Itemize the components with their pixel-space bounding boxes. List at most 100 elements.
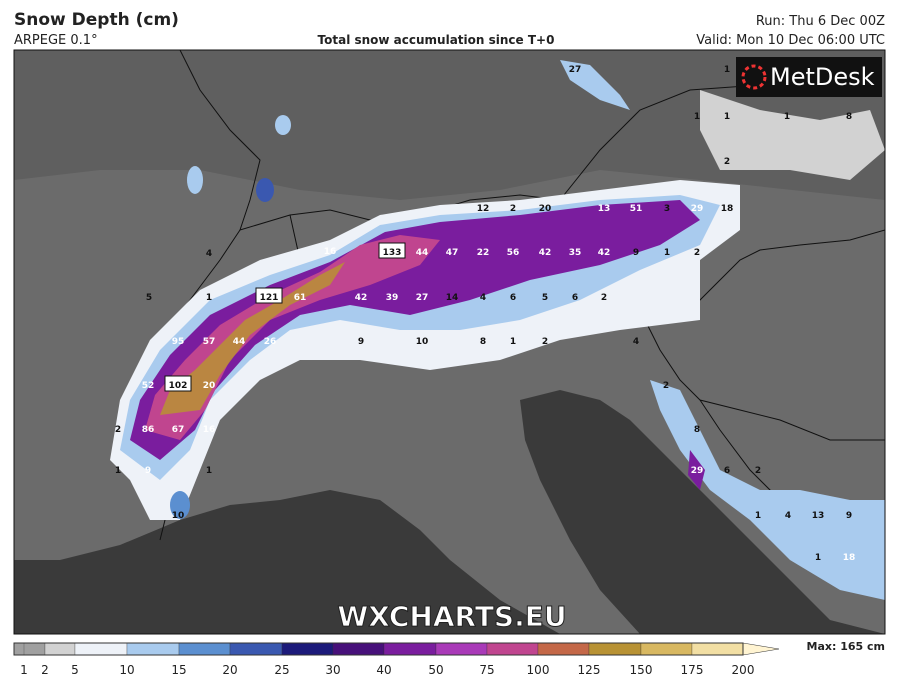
- legend: 1 2 5 10 15 20 25 30 40 50 75 100 125 150 175 200: [13, 642, 780, 677]
- depth-label: 20: [539, 204, 552, 214]
- legend-max: Max: 165 cm: [807, 640, 885, 653]
- depth-label: 133: [383, 248, 402, 258]
- depth-label: 27: [416, 293, 429, 303]
- legend-label: 75: [479, 663, 494, 677]
- depth-label: 52: [142, 381, 155, 391]
- legend-swatch: [178, 642, 231, 656]
- depth-label: 10: [416, 337, 429, 347]
- depth-label: 8: [694, 425, 700, 435]
- legend-arrow: [742, 642, 780, 656]
- depth-label: 42: [355, 293, 368, 303]
- legend-swatch: [126, 642, 180, 656]
- depth-label: 42: [598, 248, 611, 258]
- depth-label: 5: [146, 293, 152, 303]
- logo-icon: [741, 64, 767, 90]
- depth-label: 2: [755, 466, 761, 476]
- legend-label: 100: [527, 663, 550, 677]
- depth-label: 8: [846, 112, 852, 122]
- legend-swatch: [640, 642, 693, 656]
- depth-label: 2: [663, 381, 669, 391]
- depth-label-box: [255, 287, 283, 304]
- legend-label: 200: [732, 663, 755, 677]
- model: ARPEGE 0.1°: [14, 33, 98, 48]
- depth-label: 9: [633, 248, 639, 258]
- run: Run: Thu 6 Dec 00Z: [756, 14, 885, 29]
- depth-label: 61: [294, 293, 307, 303]
- depth-label: 2: [601, 293, 607, 303]
- depth-label: 57: [203, 337, 216, 347]
- depth-label: 2: [115, 425, 121, 435]
- depth-label: 1: [815, 553, 821, 563]
- depth-label: 1: [510, 337, 516, 347]
- depth-label: 35: [569, 248, 582, 258]
- legend-label: 10: [119, 663, 134, 677]
- depth-label: 1: [724, 112, 730, 122]
- depth-label: 13: [598, 204, 611, 214]
- depth-label: 6: [572, 293, 578, 303]
- depth-label: 10: [172, 511, 185, 521]
- depth-label: 2: [542, 337, 548, 347]
- legend-swatch: [23, 642, 46, 656]
- legend-swatch: [486, 642, 539, 656]
- depth-label: 1: [664, 248, 670, 258]
- depth-label: 1: [784, 112, 790, 122]
- legend-label: 150: [630, 663, 653, 677]
- depth-label: 4: [206, 249, 212, 259]
- depth-label: 51: [630, 204, 643, 214]
- depth-label: 6: [510, 293, 516, 303]
- depth-label: 2: [724, 157, 730, 167]
- sea: [14, 490, 560, 634]
- depth-label: 9: [846, 511, 852, 521]
- depth-label: 95: [172, 337, 185, 347]
- depth-label: 27: [569, 65, 582, 75]
- depth-label: 18: [721, 204, 734, 214]
- depth-label: 56: [507, 248, 520, 258]
- depth-label: 20: [203, 381, 216, 391]
- legend-swatch: [281, 642, 334, 656]
- depth-label: 2: [694, 248, 700, 258]
- depth-label: 1: [206, 466, 212, 476]
- map-frame: [13, 49, 886, 635]
- depth-label: 16: [324, 247, 337, 257]
- depth-label: 86: [142, 425, 155, 435]
- legend-swatch: [44, 642, 76, 656]
- depth-label: 1: [724, 65, 730, 75]
- snow-cover: [110, 60, 885, 600]
- legend-label: 50: [428, 663, 443, 677]
- depth-label: 13: [812, 511, 825, 521]
- logo: MetDesk: [770, 63, 875, 91]
- depth-label: 22: [477, 248, 490, 258]
- depth-label: 29: [691, 466, 704, 476]
- depth-label: 18: [843, 553, 856, 563]
- depth-label: 42: [539, 248, 552, 258]
- legend-label: 30: [325, 663, 340, 677]
- depth-label: 16: [203, 425, 216, 435]
- subtitle: Total snow accumulation since T+0: [318, 33, 555, 47]
- depth-label: 4: [785, 511, 791, 521]
- depth-label: 1: [694, 112, 700, 122]
- legend-label: 25: [274, 663, 289, 677]
- legend-swatch: [537, 642, 590, 656]
- depth-label: 29: [691, 204, 704, 214]
- depth-label: 6: [724, 466, 730, 476]
- logo-box: [736, 57, 882, 97]
- depth-label: 44: [416, 248, 429, 258]
- legend-swatch: [74, 642, 128, 656]
- watermark: WXCHARTS.EU: [337, 600, 566, 633]
- depth-label: 121: [260, 293, 279, 303]
- depth-label-box: [378, 242, 406, 259]
- depth-label: 12: [477, 204, 490, 214]
- legend-swatch: [383, 642, 437, 656]
- legend-label: 175: [681, 663, 704, 677]
- legend-label: 5: [71, 663, 79, 677]
- legend-swatch: [588, 642, 642, 656]
- legend-swatch: [14, 643, 24, 655]
- depth-label: 4: [480, 293, 486, 303]
- depth-label: 1: [755, 511, 761, 521]
- depth-label: 102: [169, 381, 188, 391]
- title: Snow Depth (cm): [14, 10, 179, 30]
- legend-frame: [13, 642, 744, 656]
